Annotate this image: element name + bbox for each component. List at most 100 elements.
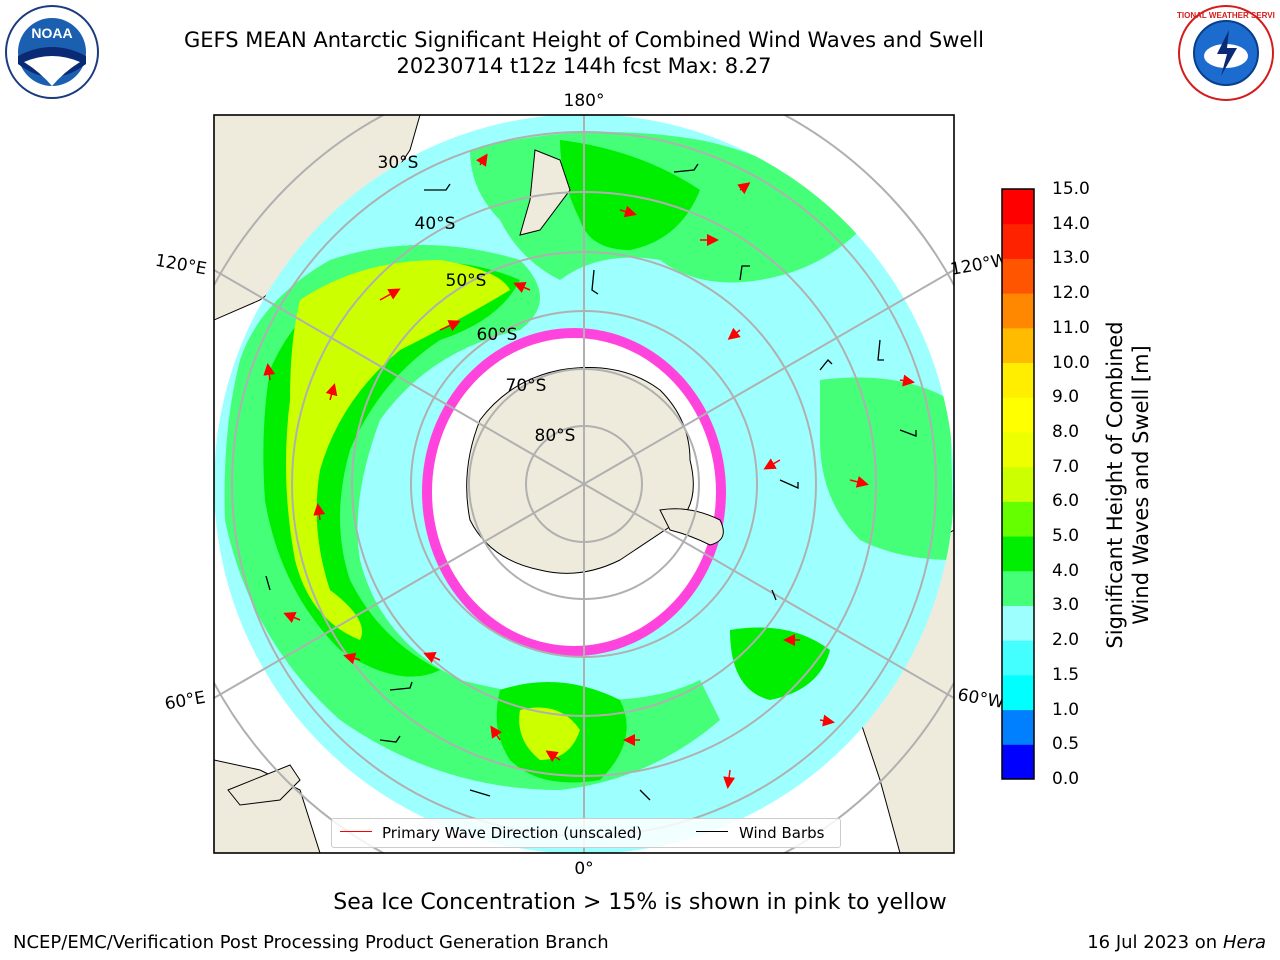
wave-arrow [313,503,326,521]
wave-band-atlantic-core [519,707,580,760]
colorbar-tick-label: 15.0 [1052,179,1090,199]
colorbar-tick-label: 10.0 [1052,352,1090,373]
wind-barb [739,265,750,281]
colorbar-bin [1002,709,1034,745]
wind-barb [639,789,651,801]
lon-label-60e: 60°E [163,688,207,715]
nws-logo: NATIONAL WEATHER SERVICE [1177,5,1275,101]
colorbar-bin [1002,536,1034,572]
wave-arrow [263,363,276,381]
wave-arrow [343,652,361,665]
wind-barb [591,269,599,295]
wind-barbs [265,163,917,801]
colorbar-tick-label: 3.0 [1052,595,1080,616]
wave-arrow [819,714,835,727]
new-zealand-land [519,149,571,236]
wave-arrow [737,182,751,195]
colorbar-bin [1002,605,1034,641]
wave-arrow [379,288,401,301]
wave-arrow [849,475,869,488]
colorbar-bin [1002,258,1034,294]
wave-arrow [727,327,741,340]
colorbar [1001,188,1035,780]
colorbar-bin [1002,327,1034,364]
colorbar-tick-label: 1.5 [1052,664,1080,685]
wind-barb [469,789,491,797]
colorbar-bin [1002,640,1034,676]
wave-arrow [899,374,915,387]
wave-band-max [286,260,510,640]
lon-label-120e: 120°E [154,251,208,280]
wave-legend-swatch [340,831,372,832]
wave-arrow [283,612,301,624]
wave-arrow [490,725,502,741]
colorbar-bin [1002,570,1034,606]
colorbar-tick-label: 9.0 [1052,387,1080,408]
colorbar-tick-label: 6.0 [1052,491,1080,512]
colorbar-bin [1002,397,1034,433]
colorbar-tick-label: 14.0 [1052,213,1090,234]
wind-barb [379,735,401,743]
colorbar-tick-label: 11.0 [1052,317,1090,338]
colorbar-bin [1002,501,1034,537]
wind-barb [779,479,799,490]
wave-arrow [619,205,637,218]
colorbar-bin [1002,223,1034,259]
wind-barb [389,681,413,691]
colorbar-bin [1002,744,1034,780]
colorbar-tick-label: 4.0 [1052,560,1080,581]
wave-arrow [439,320,461,332]
sea-ice-note: Sea Ice Concentration > 15% is shown in … [333,890,947,915]
date-stamp: 16 Jul 2023 on Hera [1087,932,1266,953]
credit-text: NCEP/EMC/Verification Post Processing Pr… [13,932,609,953]
svg-text:NOAA: NOAA [31,25,72,41]
lon-label-0: 0° [574,859,593,879]
colorbar-tick-label: 0.5 [1052,734,1080,755]
lat-label-30s: 30°S [378,153,419,173]
lat-label-40s: 40°S [415,214,456,234]
wind-legend-swatch [696,831,728,832]
colorbar-tick-label: 8.0 [1052,421,1080,442]
colorbar-tick-label: 7.0 [1052,456,1080,477]
wave-arrow [423,652,441,664]
noaa-logo: NOAA [5,5,99,99]
colorbar-tick-label: 12.0 [1052,283,1090,304]
colorbar-bin [1002,293,1034,329]
colorbar-bin [1002,674,1034,711]
map-frame [213,114,955,854]
wave-arrow [723,769,736,789]
chart-title: GEFS MEAN Antarctic Significant Height o… [183,28,985,52]
wave-arrow [325,383,338,401]
colorbar-bin [1002,189,1034,225]
wind-barb [673,163,699,173]
graticule [214,115,954,853]
wave-arrow [476,153,488,167]
lat-label-80s: 80°S [535,426,576,446]
wind-barb [877,339,884,361]
wind-legend-label: Wind Barbs [739,824,825,842]
wind-barb [819,359,833,371]
lat-label-50s: 50°S [446,271,487,291]
wave-legend-label: Primary Wave Direction (unscaled) [382,824,643,842]
wave-band-south-atlantic [730,627,830,700]
map-legend: Primary Wave Direction (unscaled) Wind B… [331,818,841,848]
lon-label-180: 180° [564,91,605,111]
colorbar-bin [1002,466,1034,502]
lat-label-70s: 70°S [506,376,547,396]
colorbar-bin [1002,431,1034,468]
colorbar-bin [1002,362,1034,398]
wave-arrow [513,282,531,294]
wave-arrow [545,750,561,762]
colorbar-tick-label: 2.0 [1052,630,1080,651]
wind-barb [265,575,271,591]
wind-barb [899,429,917,437]
wave-arrows [263,153,915,789]
colorbar-tick-label: 1.0 [1052,699,1080,720]
wind-barb [424,183,451,191]
colorbar-tick-label: 13.0 [1052,248,1090,269]
lon-label-60w: 60°W [956,685,1006,713]
colorbar-tick-label: 5.0 [1052,526,1080,547]
svg-text:NATIONAL WEATHER SERVICE: NATIONAL WEATHER SERVICE [1177,11,1275,20]
wave-arrow [763,458,781,470]
